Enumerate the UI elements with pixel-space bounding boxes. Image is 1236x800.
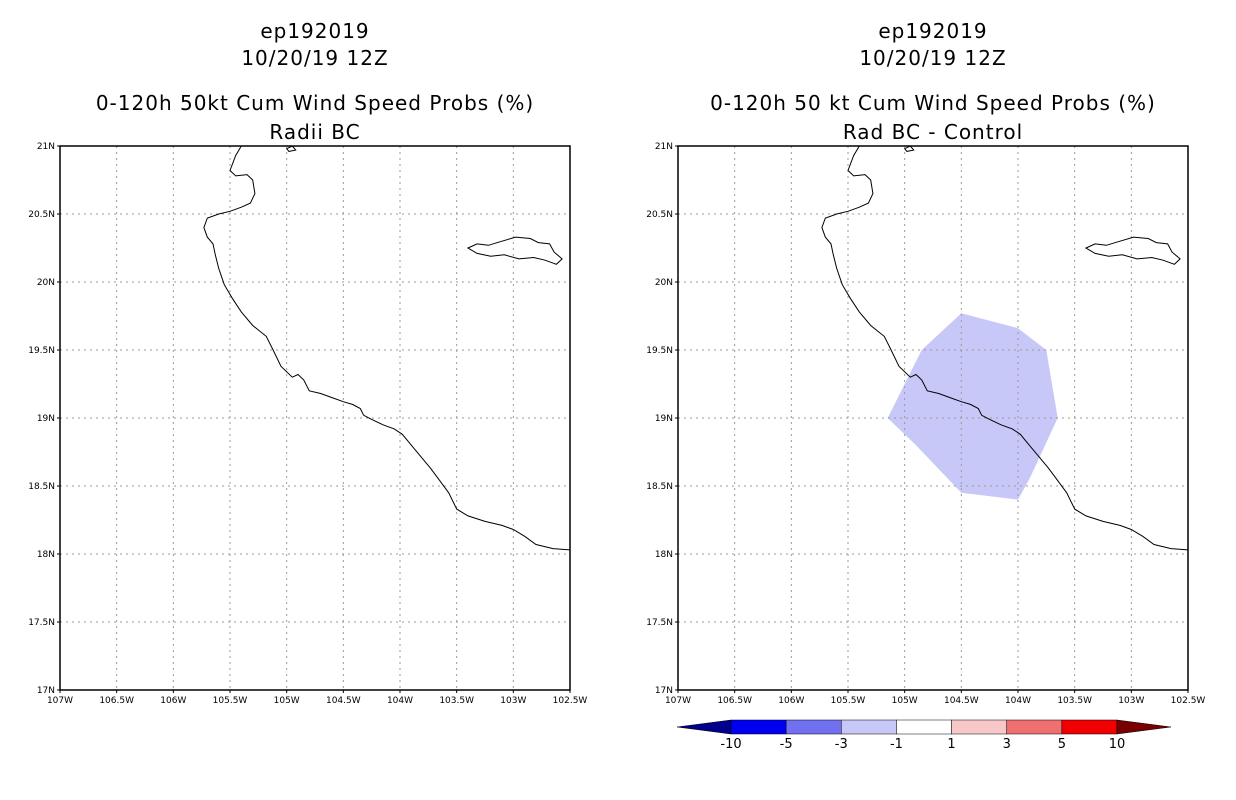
left-title-subtitle: Radii BC <box>269 120 361 144</box>
lat-tick-label: 21N <box>655 142 673 152</box>
lat-tick-label: 18.5N <box>646 482 673 492</box>
left-title-product: 0-120h 50kt Cum Wind Speed Probs (%) <box>95 91 535 115</box>
left-title-date: 10/20/19 12Z <box>241 46 389 70</box>
colorbar: -10 -5 -3 -1 1 3 5 10 <box>676 719 1172 752</box>
colorbar-label: 5 <box>1058 737 1066 752</box>
lon-tick-label: 106.5W <box>99 696 134 706</box>
lat-tick-label: 17.5N <box>646 618 673 628</box>
lat-tick-label: 18N <box>655 550 673 560</box>
right-title-storm: ep192019 <box>878 19 988 43</box>
colorbar-label: -3 <box>835 737 848 752</box>
lat-tick-label: 20N <box>37 278 55 288</box>
coastline <box>821 145 1189 551</box>
colorbar-end-low <box>676 719 732 735</box>
lon-tick-label: 103.5W <box>1057 696 1092 706</box>
plot-frame <box>677 145 1189 691</box>
lon-tick-label: 106.5W <box>717 696 752 706</box>
lat-tick-label: 20N <box>655 278 673 288</box>
colorbar-label: -10 <box>720 737 741 752</box>
lon-tick-label: 103.5W <box>439 696 474 706</box>
colorbar-label: 3 <box>1003 737 1011 752</box>
lon-tick-label: 103W <box>500 696 526 706</box>
lat-tick-label: 18N <box>37 550 55 560</box>
colorbar-swatch <box>1006 719 1063 735</box>
lat-tick-label: 19.5N <box>646 346 673 356</box>
probability-difference-area <box>887 313 1058 500</box>
lat-tick-label: 19.5N <box>28 346 55 356</box>
colorbar-swatch <box>896 719 952 735</box>
lon-tick-label: 105W <box>274 696 300 706</box>
lat-tick-label: 20.5N <box>646 210 673 220</box>
lon-tick-label: 107W <box>665 696 691 706</box>
lon-tick-label: 104W <box>387 696 413 706</box>
lon-tick-label: 104.5W <box>944 696 979 706</box>
lon-tick-label: 105.5W <box>831 696 866 706</box>
right-title-subtitle: Rad BC - Control <box>842 120 1024 144</box>
lat-tick-label: 18.5N <box>28 482 55 492</box>
colorbar-swatch <box>1061 719 1118 735</box>
lon-tick-label: 102.5W <box>553 696 588 706</box>
lat-tick-label: 20.5N <box>28 210 55 220</box>
lon-tick-label: 103W <box>1118 696 1144 706</box>
colorbar-label: 1 <box>947 737 955 752</box>
lon-tick-label: 104W <box>1005 696 1031 706</box>
lon-tick-label: 104.5W <box>326 696 361 706</box>
plot-frame <box>59 145 571 691</box>
right-title-product: 0-120h 50 kt Cum Wind Speed Probs (%) <box>710 91 1156 115</box>
lon-tick-label: 106W <box>160 696 186 706</box>
coastline <box>203 145 571 551</box>
colorbar-swatch <box>785 719 842 735</box>
lon-tick-label: 105.5W <box>213 696 248 706</box>
lat-tick-label: 17N <box>37 686 55 696</box>
lon-tick-label: 106W <box>778 696 804 706</box>
colorbar-end-high <box>1116 719 1172 735</box>
left-map-panel: 107W 106.5W 106W 105.5W 105W 104.5W 104W 103.5W… <box>28 142 587 706</box>
right-map-panel: 107W 106.5W 106W 105.5W 105W 104.5W 104W 103.5W… <box>646 142 1205 706</box>
lon-tick-label: 102.5W <box>1171 696 1206 706</box>
lat-tick-label: 19N <box>655 414 673 424</box>
lat-tick-label: 19N <box>37 414 55 424</box>
lon-tick-label: 105W <box>892 696 918 706</box>
island-outline <box>285 145 297 152</box>
lon-tick-label: 107W <box>47 696 73 706</box>
left-title-storm: ep192019 <box>260 19 370 43</box>
island-outline <box>1084 236 1181 265</box>
colorbar-swatch <box>951 719 1007 735</box>
lat-tick-label: 17.5N <box>28 618 55 628</box>
colorbar-label: -5 <box>780 737 793 752</box>
island-outline <box>466 236 563 265</box>
island-outline <box>903 145 915 152</box>
right-title-date: 10/20/19 12Z <box>859 46 1007 70</box>
colorbar-swatch <box>730 719 787 735</box>
colorbar-label: -1 <box>890 737 903 752</box>
colorbar-label: 10 <box>1109 737 1126 752</box>
lat-tick-label: 21N <box>37 142 55 152</box>
lat-tick-label: 17N <box>655 686 673 696</box>
colorbar-swatch <box>841 719 897 735</box>
